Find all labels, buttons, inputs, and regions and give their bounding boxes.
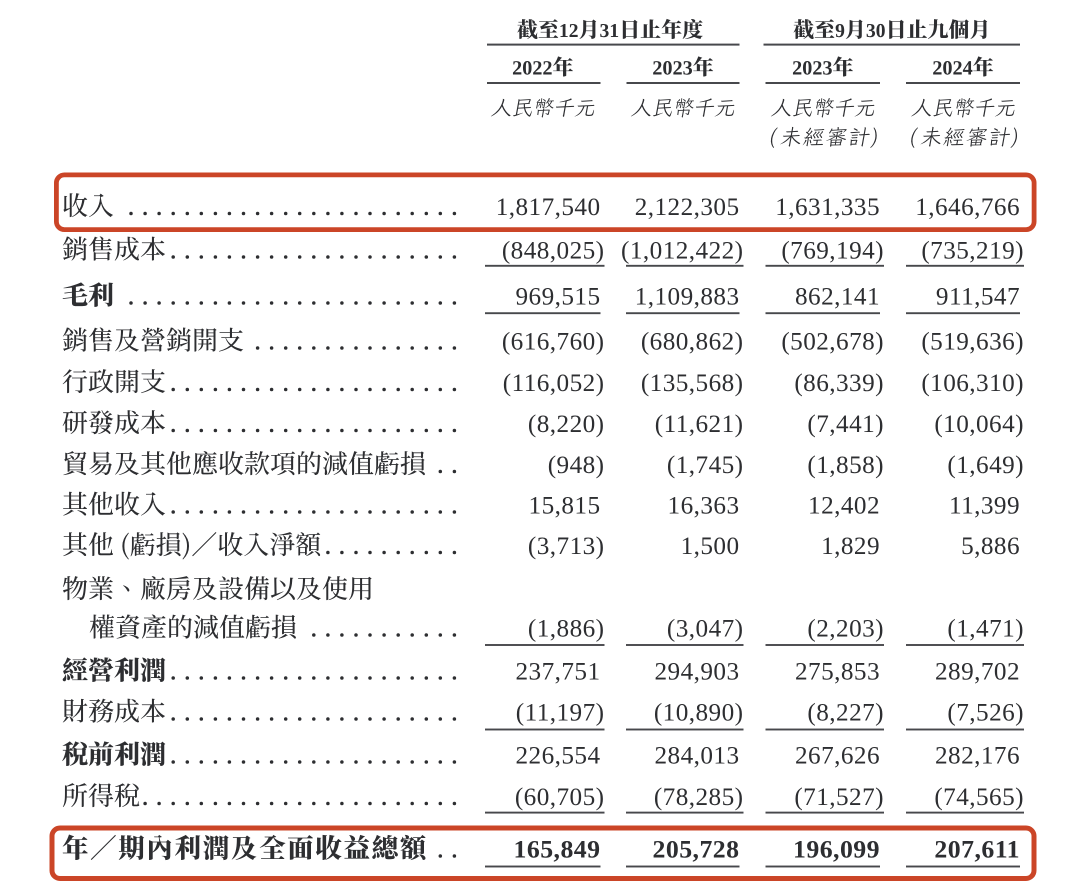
svg-text:(74,565): (74,565)	[934, 784, 1024, 811]
svg-text:(616,760): (616,760)	[502, 329, 605, 356]
svg-text:1,817,540: 1,817,540	[496, 194, 601, 221]
svg-text:289,702: 289,702	[935, 659, 1020, 686]
svg-text:(116,052): (116,052)	[503, 370, 605, 397]
svg-text:(106,310): (106,310)	[921, 370, 1024, 397]
svg-text:(8,220): (8,220)	[528, 411, 605, 438]
svg-text:226,554: 226,554	[515, 743, 600, 770]
svg-text:267,626: 267,626	[795, 743, 880, 770]
svg-text:1,829: 1,829	[821, 533, 880, 560]
svg-text:(11,197): (11,197)	[516, 700, 605, 727]
svg-text:(1,745): (1,745)	[667, 452, 744, 479]
svg-text:(2,203): (2,203)	[807, 616, 884, 643]
svg-text:2,122,305: 2,122,305	[635, 194, 740, 221]
svg-text:275,853: 275,853	[795, 659, 880, 686]
svg-text:12,402: 12,402	[808, 493, 880, 520]
svg-text:(10,890): (10,890)	[654, 700, 744, 727]
svg-text:196,099: 196,099	[793, 835, 880, 864]
svg-text:(680,862): (680,862)	[641, 329, 744, 356]
svg-text:(1,886): (1,886)	[528, 616, 605, 643]
svg-text:(948): (948)	[548, 452, 605, 479]
svg-text:(10,064): (10,064)	[934, 411, 1024, 438]
svg-text:15,815: 15,815	[529, 493, 601, 520]
svg-text:16,363: 16,363	[668, 493, 740, 520]
svg-text:282,176: 282,176	[935, 743, 1020, 770]
svg-text:284,013: 284,013	[654, 743, 739, 770]
svg-text:(11,621): (11,621)	[655, 411, 744, 438]
svg-text:(1,012,422): (1,012,422)	[621, 238, 743, 265]
svg-text:(7,441): (7,441)	[807, 411, 884, 438]
svg-text:(71,527): (71,527)	[794, 784, 884, 811]
svg-text:(3,713): (3,713)	[528, 533, 605, 560]
svg-text:165,849: 165,849	[514, 835, 601, 864]
svg-text:969,515: 969,515	[515, 284, 600, 311]
svg-text:(8,227): (8,227)	[807, 700, 884, 727]
svg-text:(1,649): (1,649)	[947, 452, 1024, 479]
svg-text:(848,025): (848,025)	[502, 238, 605, 265]
svg-text:(769,194): (769,194)	[781, 238, 884, 265]
svg-text:(1,471): (1,471)	[947, 616, 1024, 643]
svg-text:(3,047): (3,047)	[667, 616, 744, 643]
svg-text:(735,219): (735,219)	[921, 238, 1024, 265]
svg-text:294,903: 294,903	[654, 659, 739, 686]
svg-text:237,751: 237,751	[515, 659, 600, 686]
svg-text:911,547: 911,547	[936, 284, 1020, 311]
svg-text:862,141: 862,141	[795, 284, 880, 311]
svg-text:(60,705): (60,705)	[515, 784, 605, 811]
svg-text:(7,526): (7,526)	[947, 700, 1024, 727]
svg-text:(135,568): (135,568)	[641, 370, 744, 397]
svg-text:5,886: 5,886	[961, 533, 1020, 560]
svg-text:205,728: 205,728	[653, 835, 740, 864]
svg-text:(78,285): (78,285)	[654, 784, 744, 811]
svg-text:(86,339): (86,339)	[794, 370, 884, 397]
svg-text:(502,678): (502,678)	[781, 329, 884, 356]
svg-text:1,646,766: 1,646,766	[915, 194, 1020, 221]
svg-text:(1,858): (1,858)	[807, 452, 884, 479]
svg-text:1,500: 1,500	[681, 533, 740, 560]
svg-text:207,611: 207,611	[934, 835, 1020, 864]
svg-text:1,109,883: 1,109,883	[635, 284, 740, 311]
svg-text:(519,636): (519,636)	[921, 329, 1024, 356]
svg-text:1,631,335: 1,631,335	[775, 194, 880, 221]
svg-text:11,399: 11,399	[949, 493, 1020, 520]
